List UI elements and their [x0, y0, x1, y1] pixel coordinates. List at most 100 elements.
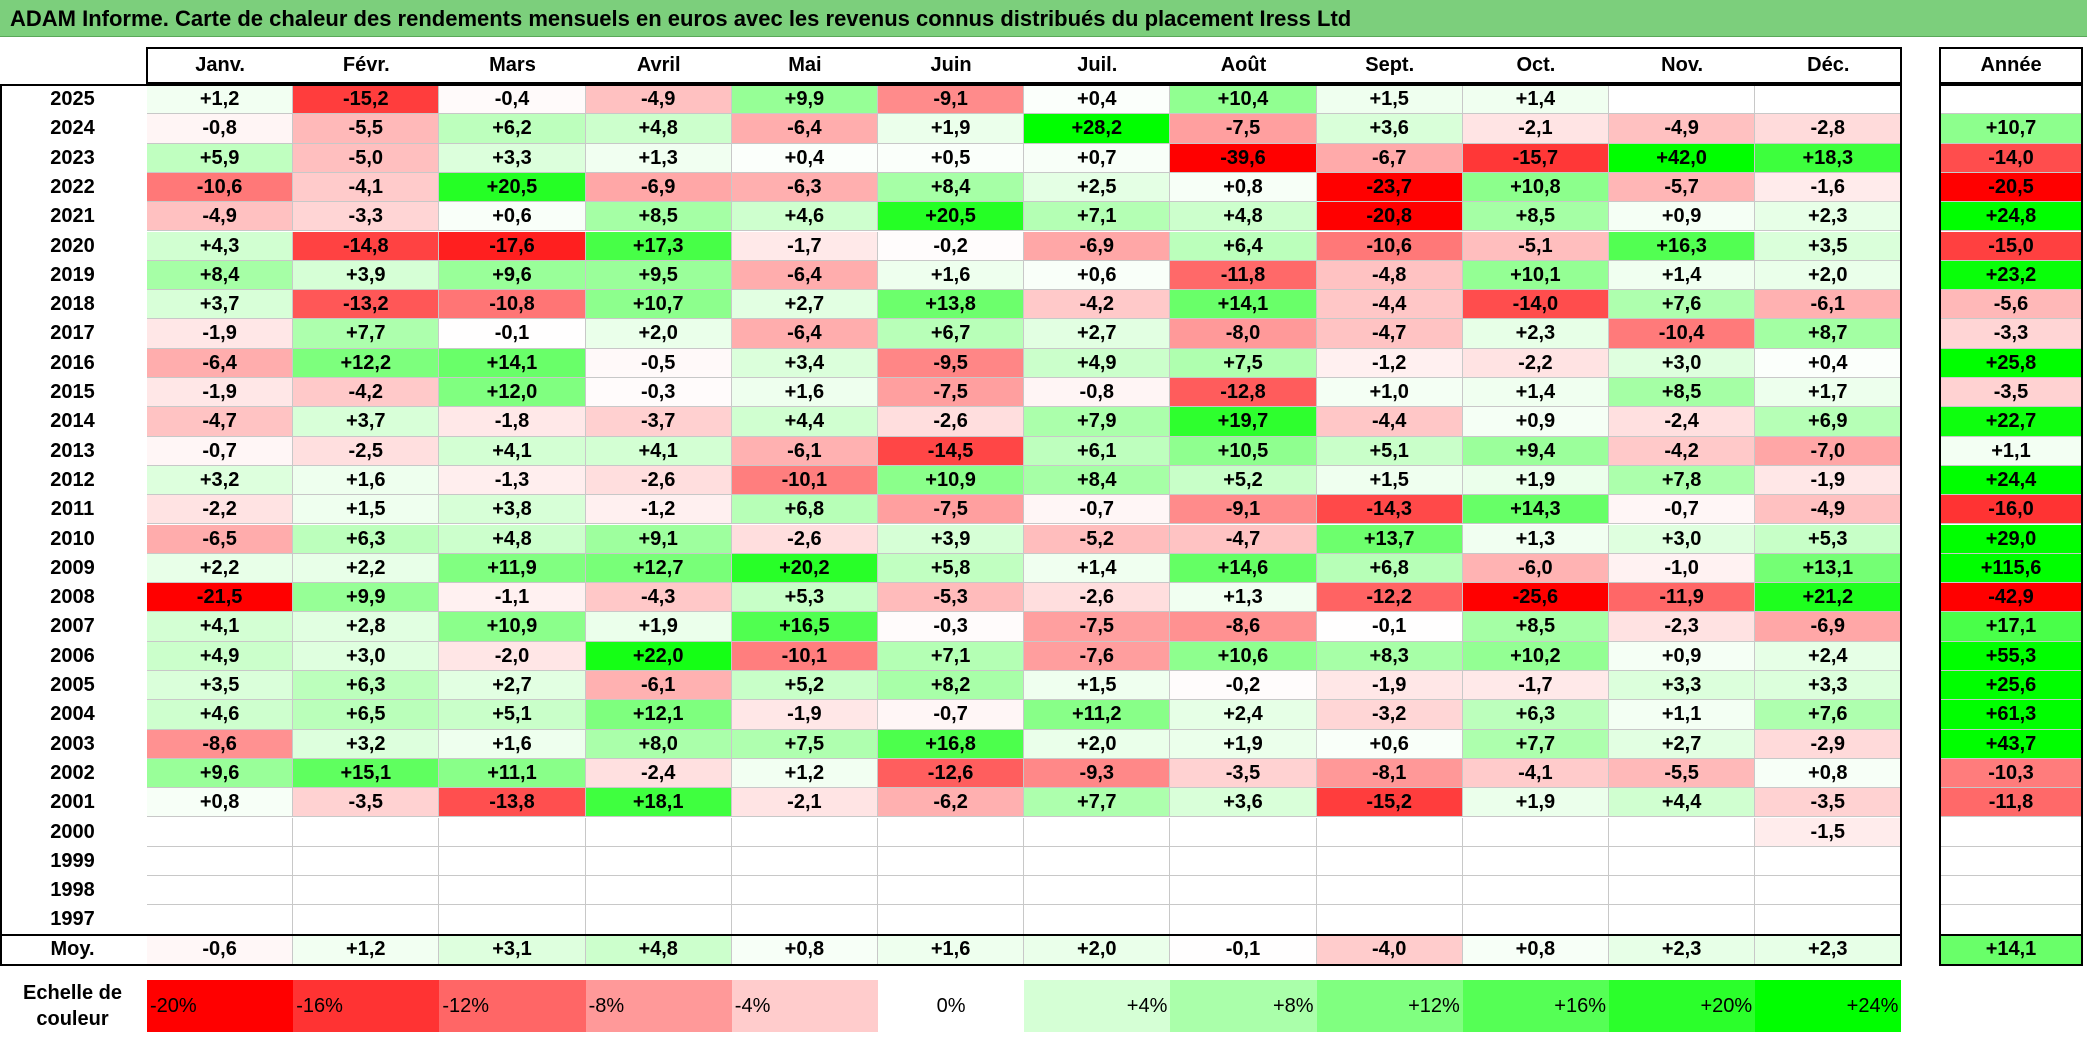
heatmap-cell: +12,7: [585, 553, 732, 584]
chart-title: ADAM Informe. Carte de chaleur des rende…: [0, 0, 2087, 37]
heatmap-cell: -0,3: [878, 612, 1025, 642]
heatmap-cell: -8,1: [1316, 758, 1463, 789]
heatmap-cell: -12,6: [878, 758, 1025, 789]
heatmap-cell: -0,7: [1609, 495, 1756, 525]
heatmap-cell: -8,6: [1170, 612, 1317, 642]
heatmap-cell: +2,3: [1462, 319, 1609, 349]
heatmap-cell: +12,0: [439, 378, 586, 408]
heatmap-cell: +13,7: [1316, 524, 1463, 554]
heatmap-cell: +0,8: [1755, 758, 1902, 789]
heatmap-cell: +2,7: [731, 290, 878, 320]
average-cell: +1,2: [293, 935, 440, 965]
heatmap-cell: +8,0: [585, 729, 732, 759]
heatmap-cell: [878, 876, 1025, 906]
heatmap-cell: [1755, 85, 1902, 115]
annual-cell: +29,0: [1940, 524, 2082, 554]
heatmap-cell: -1,2: [1316, 348, 1463, 378]
heatmap-cell: +1,9: [1462, 465, 1609, 496]
heatmap-cell: [1462, 905, 1609, 935]
heatmap-cell: +2,0: [1755, 260, 1902, 291]
average-cell: +0,8: [1462, 935, 1609, 965]
heatmap-cell: +1,9: [1462, 788, 1609, 818]
heatmap-cell: [293, 876, 440, 906]
heatmap-cell: -6,4: [147, 348, 294, 378]
heatmap-cell: -6,5: [147, 524, 294, 554]
heatmap-cell: +9,9: [293, 583, 440, 613]
heatmap-cell: +0,7: [1024, 143, 1171, 173]
heatmap-cell: -5,1: [1462, 231, 1609, 261]
heatmap-cell: -9,3: [1024, 758, 1171, 789]
year-row-label: 2010: [50, 527, 95, 550]
heatmap-cell: [878, 817, 1025, 847]
heatmap-cell: +20,5: [439, 172, 586, 203]
heatmap-cell: +2,2: [147, 553, 294, 584]
heatmap-cell: [1024, 817, 1171, 847]
heatmap-cell: +0,8: [1170, 172, 1317, 203]
annual-cell: +24,4: [1940, 465, 2082, 496]
heatmap-cell: -4,4: [1316, 407, 1463, 437]
heatmap-cell: +6,3: [293, 524, 440, 554]
heatmap-cell: [585, 846, 732, 877]
year-column-header: Année: [1940, 48, 2082, 84]
heatmap-cell: +5,3: [1755, 524, 1902, 554]
heatmap-cell: -7,5: [1170, 114, 1317, 144]
annual-cell: -16,0: [1940, 495, 2082, 525]
heatmap-cell: +3,4: [731, 348, 878, 378]
heatmap-cell: +1,2: [147, 85, 294, 115]
heatmap-cell: +14,1: [1170, 290, 1317, 320]
heatmap-cell: [1024, 876, 1171, 906]
heatmap-cell: -1,7: [1462, 671, 1609, 701]
heatmap-cell: -10,1: [731, 641, 878, 671]
annual-cell: +25,8: [1940, 348, 2082, 378]
heatmap-cell: +7,6: [1609, 290, 1756, 320]
heatmap-cell: -2,5: [293, 436, 440, 466]
annual-cell: [1940, 876, 2082, 906]
heatmap-cell: -3,5: [1170, 758, 1317, 789]
heatmap-cell: +8,7: [1755, 319, 1902, 349]
heatmap-cell: -6,2: [878, 788, 1025, 818]
heatmap-cell: +9,6: [439, 260, 586, 291]
heatmap-cell: +6,9: [1755, 407, 1902, 437]
heatmap-cell: -5,5: [293, 114, 440, 144]
heatmap-cell: -3,3: [293, 202, 440, 232]
heatmap-cell: -21,5: [147, 583, 294, 613]
heatmap-cell: -1,0: [1609, 553, 1756, 584]
heatmap-cell: +3,9: [878, 524, 1025, 554]
heatmap-cell: -5,7: [1609, 172, 1756, 203]
color-scale-swatch: -20%: [147, 980, 294, 1032]
heatmap-cell: -6,4: [731, 319, 878, 349]
heatmap-cell: -11,8: [1170, 260, 1317, 291]
heatmap-cell: -4,1: [1462, 758, 1609, 789]
heatmap-cell: [147, 846, 294, 877]
year-row-label: 2017: [50, 322, 95, 345]
heatmap-cell: -2,1: [731, 788, 878, 818]
heatmap-cell: +4,4: [1609, 788, 1756, 818]
heatmap-cell: +7,8: [1609, 465, 1756, 496]
heatmap-cell: +0,9: [1609, 202, 1756, 232]
year-row-label: 2022: [50, 175, 95, 198]
heatmap-cell: +1,2: [731, 758, 878, 789]
annual-cell: [1940, 85, 2082, 115]
heatmap-cell: +2,7: [439, 671, 586, 701]
heatmap-cell: [1609, 846, 1756, 877]
heatmap-cell: +5,9: [147, 143, 294, 173]
heatmap-cell: +10,1: [1462, 260, 1609, 291]
heatmap-cell: +7,7: [1024, 788, 1171, 818]
heatmap-cell: +4,8: [1170, 202, 1317, 232]
heatmap-cell: +42,0: [1609, 143, 1756, 173]
heatmap-cell: +0,6: [439, 202, 586, 232]
heatmap-cell: +13,8: [878, 290, 1025, 320]
heatmap-cell: -14,5: [878, 436, 1025, 466]
color-scale-swatch: +12%: [1316, 980, 1463, 1032]
heatmap-cell: +14,1: [439, 348, 586, 378]
heatmap-cell: +4,3: [147, 231, 294, 261]
heatmap-cell: -10,1: [731, 465, 878, 496]
heatmap-cell: -5,2: [1024, 524, 1171, 554]
year-row-label: 2023: [50, 146, 95, 169]
heatmap-cell: -4,9: [1755, 495, 1902, 525]
heatmap-cell: +10,2: [1462, 641, 1609, 671]
heatmap-cell: +7,1: [1024, 202, 1171, 232]
heatmap-cell: +5,3: [731, 583, 878, 613]
heatmap-cell: -12,8: [1170, 378, 1317, 408]
heatmap-cell: +1,3: [585, 143, 732, 173]
